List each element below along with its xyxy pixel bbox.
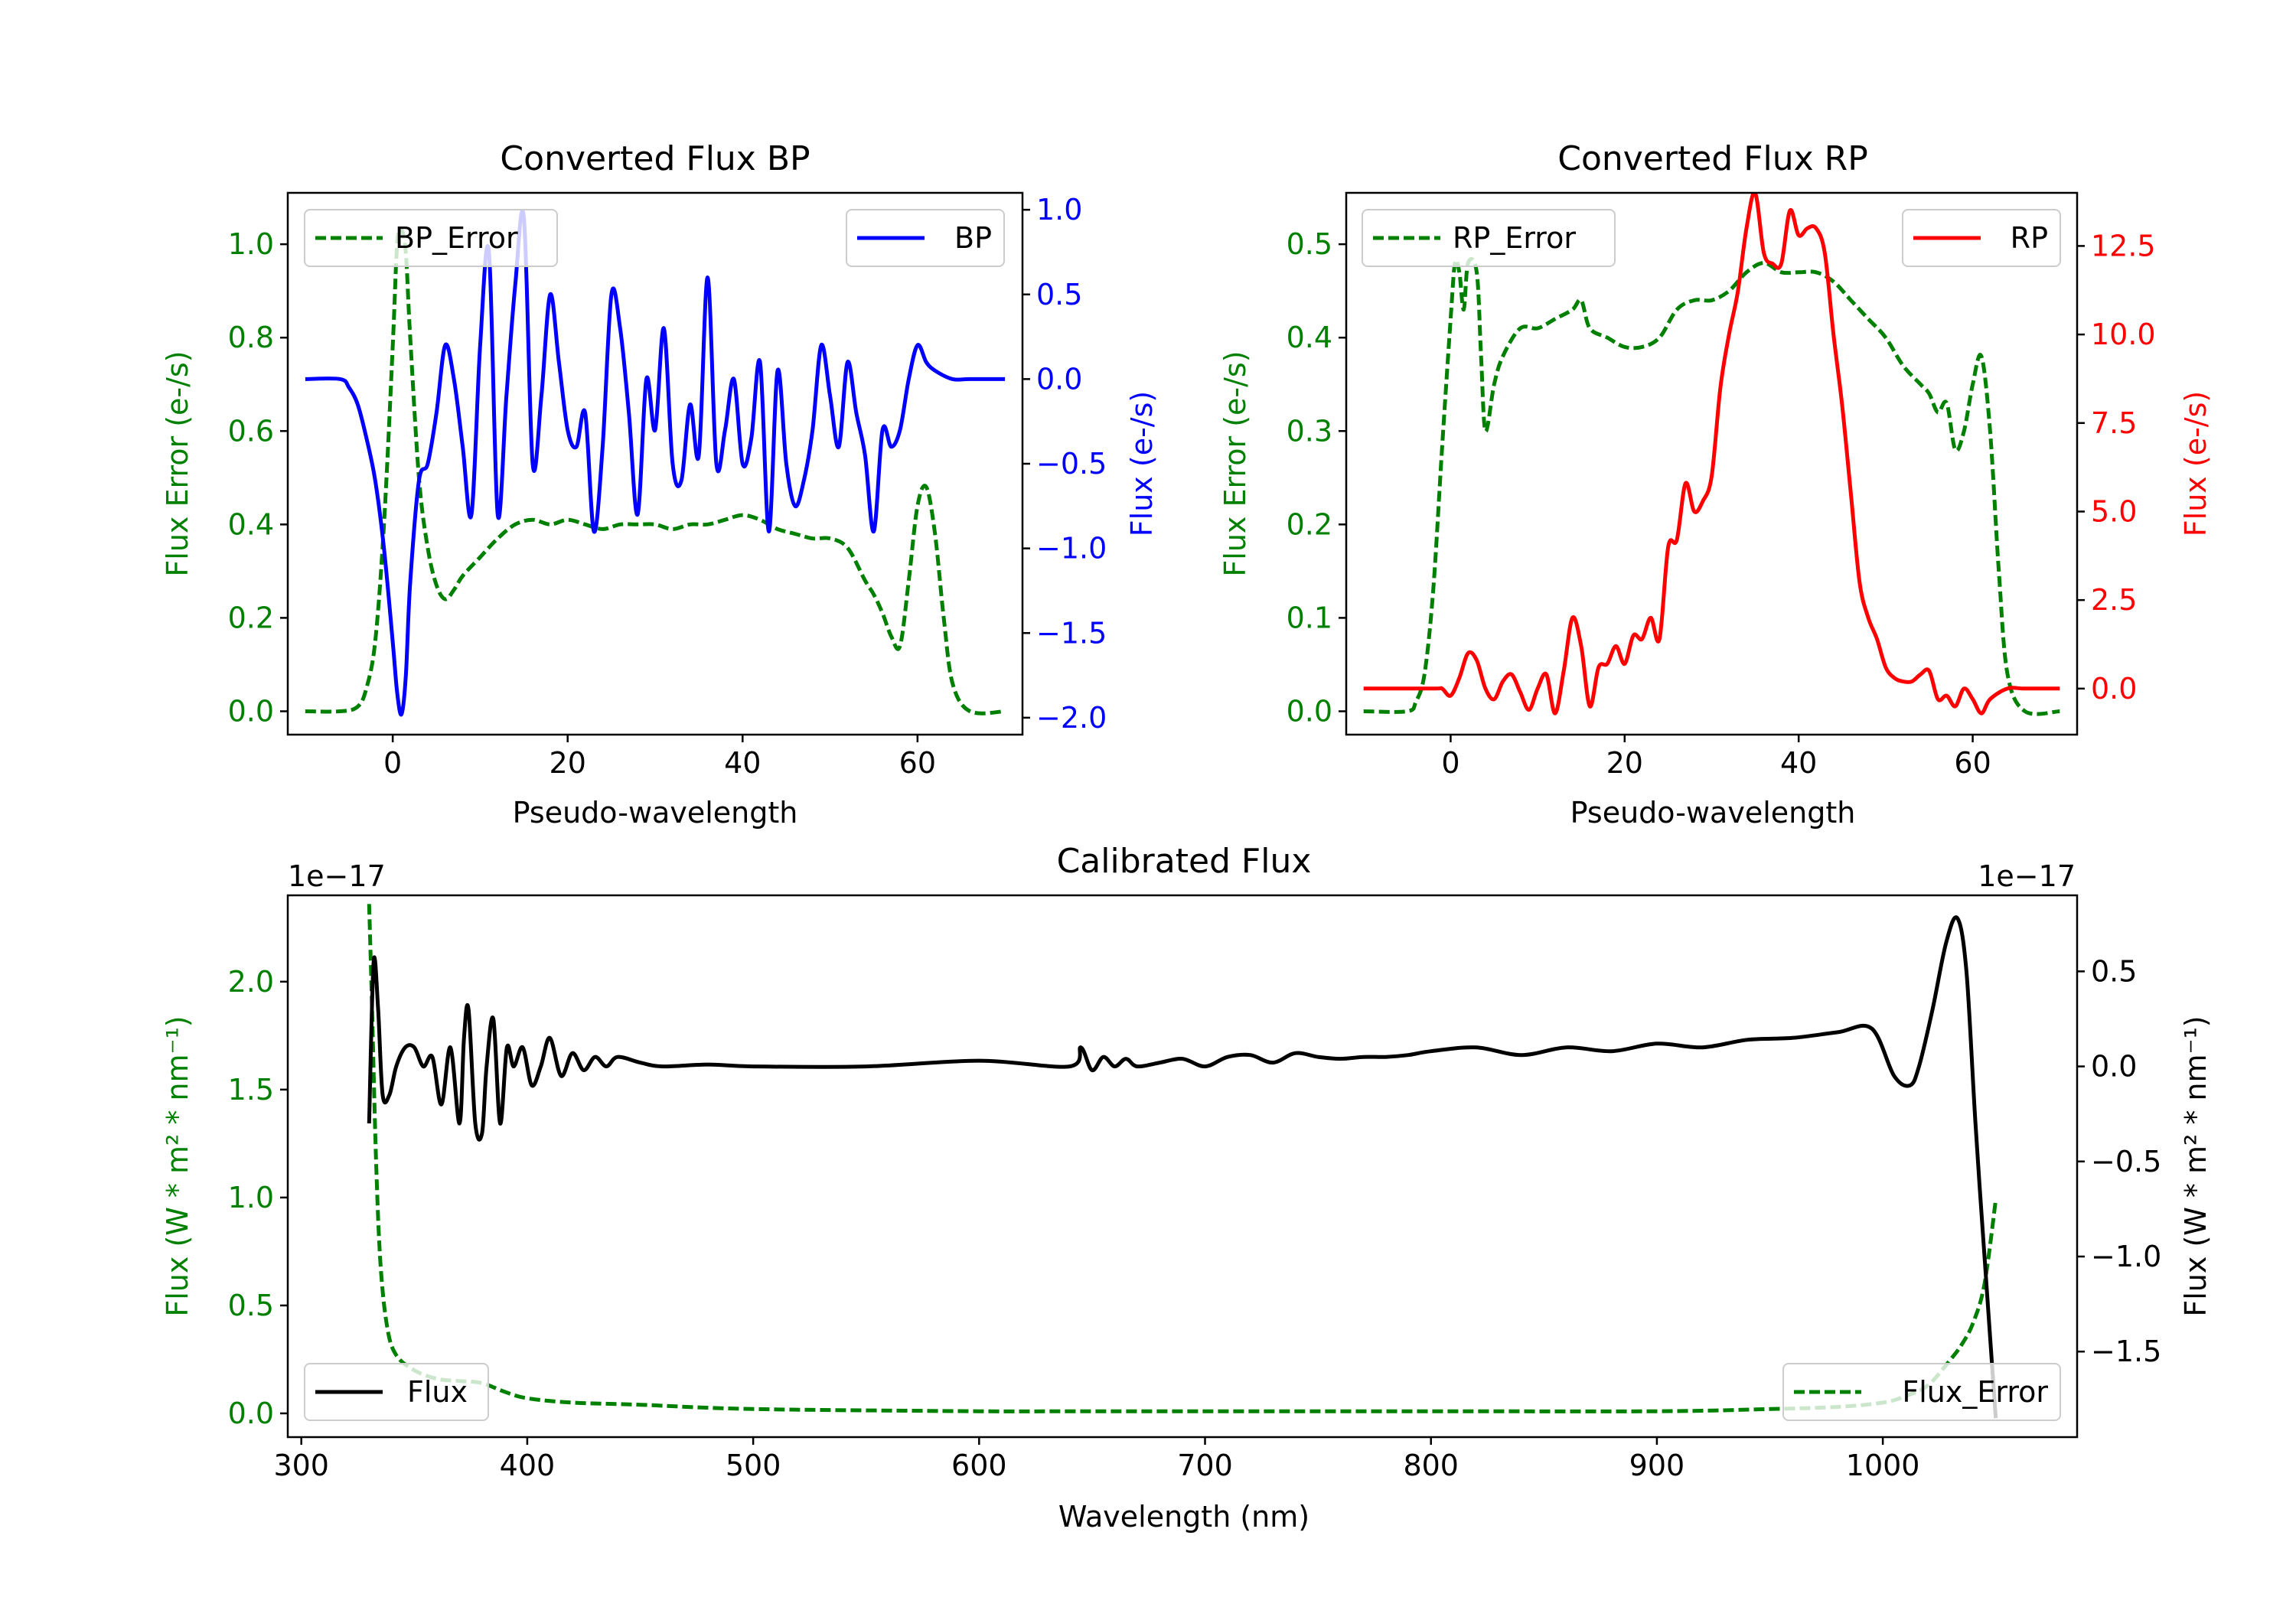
rp-title: Converted Flux RP xyxy=(1557,139,1868,178)
rp-right-y-tick-label: 0.0 xyxy=(2091,672,2137,706)
bp-x-tick-label: 0 xyxy=(383,746,402,780)
cal-right-y-tick-label: −0.5 xyxy=(2091,1145,2161,1178)
cal-axes-frame xyxy=(286,894,2079,1439)
rp-left-axis-label: Flux Error (e-/s) xyxy=(1218,350,1252,576)
cal-offset-right: 1e−17 xyxy=(1978,859,2076,893)
cal-x-tick-label: 400 xyxy=(500,1449,556,1482)
bp-x-tick-label: 60 xyxy=(899,746,936,780)
cal-right-y-tick-label: −1.0 xyxy=(2091,1240,2161,1273)
rp-left-y-tick-label: 0.4 xyxy=(1287,321,1332,354)
cal-left-y-tick-label: 1.5 xyxy=(228,1073,274,1107)
bp-right-y-tick-label: −1.5 xyxy=(1036,616,1107,650)
bp-x-tick-label: 20 xyxy=(550,746,586,780)
rp-legend-right: RP xyxy=(1902,209,2061,267)
bp-left-y-tick-label: 0.8 xyxy=(228,321,274,354)
bp-right-y-tick-label: 0.5 xyxy=(1036,278,1082,311)
cal-left-axis-label: Flux (W * m² * nm⁻¹) xyxy=(161,1015,194,1316)
cal-x-tick-label: 500 xyxy=(726,1449,781,1482)
bp-panel: Converted Flux BP 0 20 40 60 0.0 0.2 0.4 0.6 0.8… xyxy=(161,139,1159,830)
rp-panel: Converted Flux RP 0 20 40 60 0.0 0.1 0.2 0.3 0.4… xyxy=(1218,139,2213,830)
rp-right-y-tick-label: 7.5 xyxy=(2091,406,2137,440)
rp-left-y-tick-label: 0.0 xyxy=(1287,694,1332,728)
rp-left-y-tick-label: 0.3 xyxy=(1287,414,1332,448)
rp-x-tick-label: 20 xyxy=(1606,746,1643,780)
rp-x-tick-label: 0 xyxy=(1441,746,1459,780)
bp-left-y-tick-label: 0.2 xyxy=(228,601,274,634)
cal-x-axis-label: Wavelength (nm) xyxy=(1058,1500,1309,1534)
cal-legend-label-right: Flux_Error xyxy=(1902,1375,2048,1409)
cal-x-tick-label: 1000 xyxy=(1846,1449,1920,1482)
cal-x-tick-label: 700 xyxy=(1177,1449,1233,1482)
rp-x-axis-label: Pseudo-wavelength xyxy=(1570,796,1856,830)
cal-right-y-tick-label: 0.5 xyxy=(2091,954,2137,988)
cal-offset-left: 1e−17 xyxy=(288,859,386,893)
cal-title: Calibrated Flux xyxy=(1057,842,1312,881)
cal-left-y-tick-label: 0.0 xyxy=(228,1397,274,1430)
cal-right-y-tick-label: 0.0 xyxy=(2091,1050,2137,1084)
bp-legend-left: BP_Error xyxy=(304,209,558,267)
cal-left-y-tick-label: 0.5 xyxy=(228,1289,274,1322)
cal-left-y-tick-label: 1.0 xyxy=(228,1181,274,1214)
rp-right-y-tick-label: 10.0 xyxy=(2091,318,2156,351)
bp-legend-right: BP xyxy=(846,209,1005,267)
rp-left-y-tick-label: 0.2 xyxy=(1287,507,1332,541)
rp-x-tick-label: 60 xyxy=(1954,746,1991,780)
rp-axes-frame xyxy=(1345,191,2079,736)
cal-x-tick-label: 600 xyxy=(951,1449,1007,1482)
bp-right-y-tick-label: 0.0 xyxy=(1036,362,1082,396)
rp-x-tick-label: 40 xyxy=(1780,746,1817,780)
cal-right-axis-label: Flux (W * m² * nm⁻¹) xyxy=(2179,1015,2213,1316)
bp-right-y-tick-label: 1.0 xyxy=(1036,193,1082,227)
bp-right-y-tick-label: −1.0 xyxy=(1036,532,1107,566)
bp-legend-label-right: BP xyxy=(954,221,992,255)
cal-legend-label-left: Flux xyxy=(407,1375,468,1409)
cal-x-tick-label: 300 xyxy=(273,1449,329,1482)
rp-left-y-tick-label: 0.1 xyxy=(1287,601,1332,634)
bp-left-y-tick-label: 0.6 xyxy=(228,414,274,448)
bp-title: Converted Flux BP xyxy=(500,139,810,178)
rp-legend-label-right: RP xyxy=(2011,221,2048,255)
bp-x-tick-label: 40 xyxy=(724,746,761,780)
rp-right-axis-label: Flux (e-/s) xyxy=(2179,391,2213,536)
cal-legend-left: Flux xyxy=(304,1363,489,1421)
cal-series-flux-line xyxy=(367,915,1998,1419)
bp-left-y-tick-label: 1.0 xyxy=(228,227,274,261)
bp-legend-label-left: BP_Error xyxy=(395,221,518,255)
rp-legend-label-left: RP_Error xyxy=(1453,221,1576,255)
rp-right-y-tick-label: 12.5 xyxy=(2091,229,2156,262)
calibrated-panel: Calibrated Flux 1e−17 1e−17 300 400 500 600… xyxy=(161,842,2213,1534)
bp-right-y-tick-label: −0.5 xyxy=(1036,447,1107,481)
bp-series-bp-line xyxy=(305,209,1006,717)
rp-right-y-tick-label: 2.5 xyxy=(2091,583,2137,617)
bp-right-y-tick-label: −2.0 xyxy=(1036,701,1107,735)
cal-x-tick-label: 900 xyxy=(1629,1449,1685,1482)
rp-legend-left: RP_Error xyxy=(1362,209,1616,267)
bp-left-y-tick-label: 0.0 xyxy=(228,694,274,728)
bp-x-axis-label: Pseudo-wavelength xyxy=(513,796,798,830)
cal-left-y-tick-label: 2.0 xyxy=(228,965,274,999)
bp-series-bp-error-line xyxy=(305,227,1006,715)
rp-left-y-tick-label: 0.5 xyxy=(1287,227,1332,261)
bp-left-axis-label: Flux Error (e-/s) xyxy=(161,350,194,576)
rp-series-rp-line xyxy=(1363,193,2060,715)
cal-right-y-tick-label: −1.5 xyxy=(2091,1335,2161,1368)
bp-right-axis-label: Flux (e-/s) xyxy=(1125,391,1159,536)
cal-x-tick-label: 800 xyxy=(1403,1449,1459,1482)
bp-left-y-tick-label: 0.4 xyxy=(228,507,274,541)
cal-legend-right: Flux_Error xyxy=(1782,1363,2061,1421)
rp-right-y-tick-label: 5.0 xyxy=(2091,494,2137,528)
